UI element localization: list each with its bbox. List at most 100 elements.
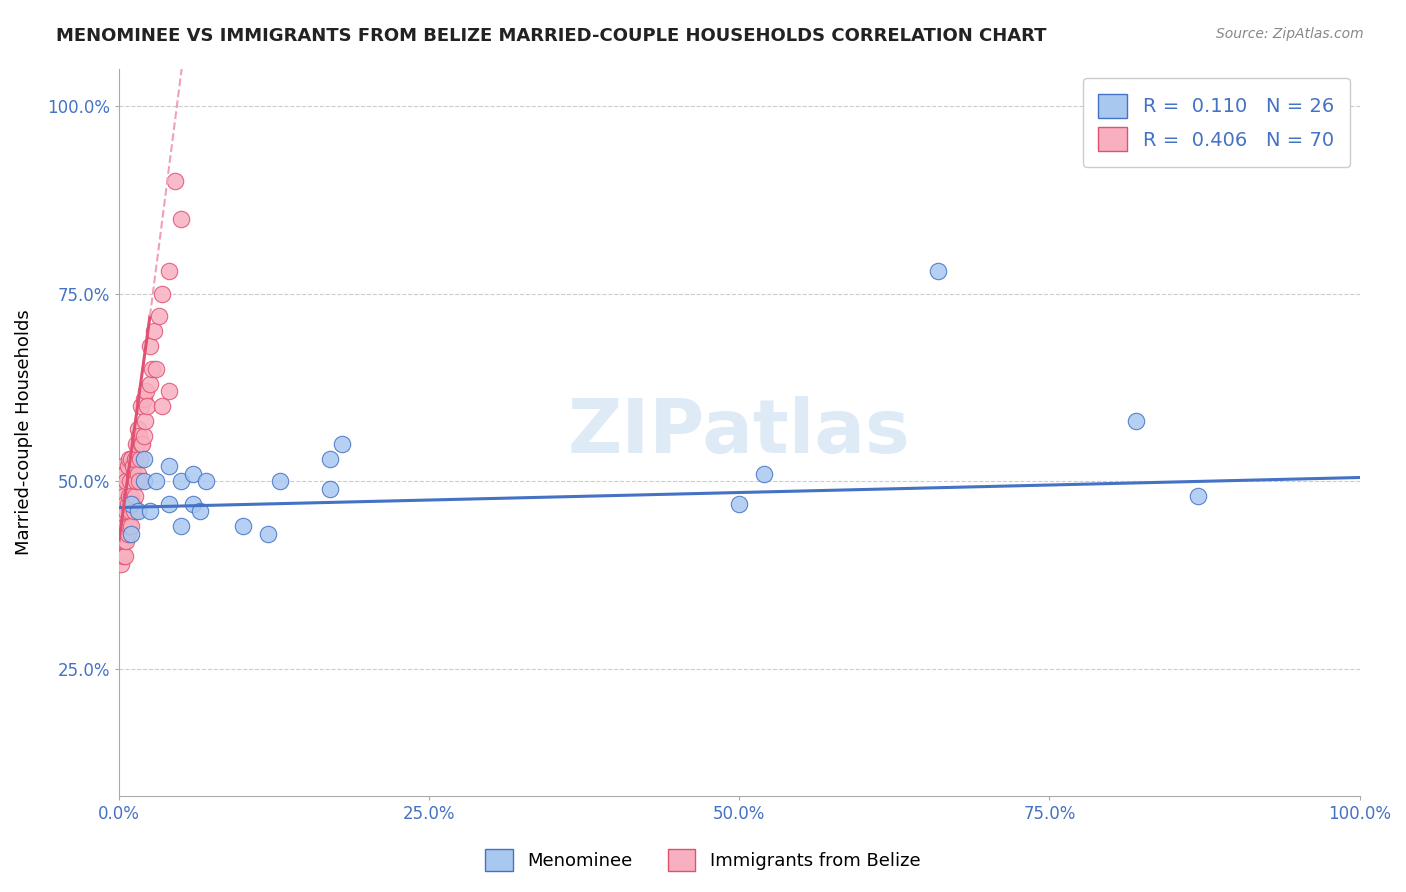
Point [120, 526, 142, 541]
Point [120, 451, 142, 466]
Point [127, 422, 149, 436]
Point [122, 504, 145, 518]
Point [121, 459, 143, 474]
Point [728, 497, 751, 511]
Point [752, 467, 775, 481]
Point [129, 399, 152, 413]
Point [115, 534, 138, 549]
Point [131, 436, 153, 450]
Point [256, 526, 278, 541]
Point [157, 459, 180, 474]
Text: Source: ZipAtlas.com: Source: ZipAtlas.com [1216, 27, 1364, 41]
Point [120, 519, 142, 533]
Point [111, 482, 134, 496]
Point [129, 451, 152, 466]
Point [132, 392, 155, 406]
Point [157, 384, 180, 399]
Point [145, 475, 167, 489]
Point [108, 519, 131, 533]
Point [127, 467, 149, 481]
Point [108, 534, 131, 549]
Point [112, 489, 135, 503]
Point [157, 497, 180, 511]
Point [183, 497, 205, 511]
Point [319, 482, 342, 496]
Point [117, 497, 139, 511]
Point [110, 519, 132, 533]
Y-axis label: Married-couple Households: Married-couple Households [15, 310, 32, 556]
Point [124, 451, 146, 466]
Point [117, 526, 139, 541]
Point [120, 497, 142, 511]
Point [163, 174, 186, 188]
Point [114, 519, 136, 533]
Point [148, 309, 170, 323]
Point [136, 399, 159, 413]
Point [110, 475, 132, 489]
Point [125, 436, 148, 450]
Point [114, 497, 136, 511]
Point [188, 504, 211, 518]
Point [128, 429, 150, 443]
Point [117, 459, 139, 474]
Point [114, 467, 136, 481]
Point [118, 489, 141, 503]
Point [125, 475, 148, 489]
Point [120, 504, 142, 518]
Point [139, 504, 162, 518]
Point [157, 264, 180, 278]
Point [142, 324, 165, 338]
Point [111, 526, 134, 541]
Point [128, 475, 150, 489]
Point [132, 451, 155, 466]
Point [120, 475, 142, 489]
Text: ZIPatlas: ZIPatlas [568, 396, 911, 469]
Point [132, 429, 155, 443]
Point [118, 451, 141, 466]
Point [124, 489, 146, 503]
Legend: R =  0.110   N = 26, R =  0.406   N = 70: R = 0.110 N = 26, R = 0.406 N = 70 [1083, 78, 1350, 167]
Point [112, 512, 135, 526]
Point [110, 497, 132, 511]
Point [170, 475, 193, 489]
Point [127, 504, 149, 518]
Point [108, 489, 131, 503]
Point [110, 534, 132, 549]
Point [111, 459, 134, 474]
Point [120, 489, 142, 503]
Point [1125, 414, 1147, 428]
Point [112, 534, 135, 549]
Point [134, 414, 156, 428]
Point [927, 264, 949, 278]
Point [115, 475, 138, 489]
Point [108, 504, 131, 518]
Point [115, 504, 138, 518]
Point [118, 519, 141, 533]
Point [129, 436, 152, 450]
Point [139, 376, 162, 391]
Point [135, 384, 157, 399]
Point [170, 519, 193, 533]
Point [132, 475, 155, 489]
Point [112, 467, 135, 481]
Point [122, 467, 145, 481]
Point [145, 361, 167, 376]
Point [183, 467, 205, 481]
Point [150, 399, 173, 413]
Point [232, 519, 254, 533]
Point [139, 339, 162, 353]
Point [170, 211, 193, 226]
Point [114, 549, 136, 564]
Point [110, 557, 132, 571]
Text: MENOMINEE VS IMMIGRANTS FROM BELIZE MARRIED-COUPLE HOUSEHOLDS CORRELATION CHART: MENOMINEE VS IMMIGRANTS FROM BELIZE MARR… [56, 27, 1046, 45]
Point [330, 436, 353, 450]
Point [141, 361, 163, 376]
Point [1187, 489, 1209, 503]
Point [319, 451, 342, 466]
Point [111, 549, 134, 564]
Point [194, 475, 217, 489]
Point [121, 497, 143, 511]
Legend: Menominee, Immigrants from Belize: Menominee, Immigrants from Belize [478, 842, 928, 879]
Point [108, 512, 131, 526]
Point [269, 475, 291, 489]
